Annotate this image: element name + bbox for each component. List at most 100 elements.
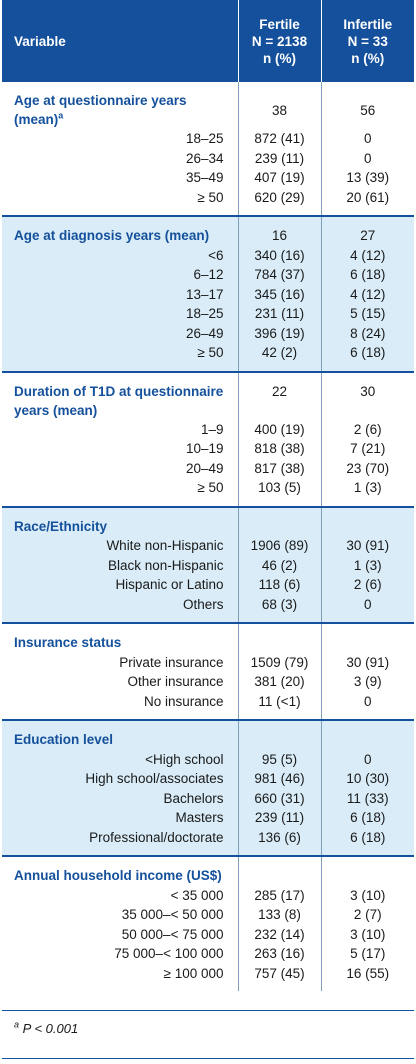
- section-title-text: Education level: [14, 732, 114, 748]
- row-label: Black non-Hispanic: [2, 555, 238, 575]
- row-label: 75 000–< 100 000: [2, 944, 238, 964]
- table-header: Variable Fertile N = 2138 n (%) Infertil…: [2, 0, 414, 82]
- table-row: 75 000–< 100 000 263 (16) 5 (17): [2, 944, 414, 964]
- table-row: Black non-Hispanic 46 (2) 1 (3): [2, 555, 414, 575]
- header-variable: Variable: [2, 0, 238, 82]
- cell-fertile: 400 (19): [237, 419, 321, 439]
- row-label: Hispanic or Latino: [2, 575, 238, 595]
- cell-fertile: 231 (11): [237, 304, 321, 324]
- row-label: 6–12: [2, 265, 238, 285]
- footnote-text: P < 0.001: [22, 1021, 79, 1036]
- section-title-text: Duration of T1D at questionnaire years (…: [14, 383, 224, 418]
- cell-fertile: 46 (2): [237, 555, 321, 575]
- cell-infertile: 0: [320, 594, 414, 623]
- table-row: 26–49 396 (19) 8 (24): [2, 323, 414, 343]
- cell-infertile: 1 (3): [320, 478, 414, 507]
- section-header-row: Age at diagnosis years (mean) 16 27: [2, 215, 414, 246]
- cell-fertile: 757 (45): [237, 963, 321, 991]
- cell-infertile: 23 (70): [320, 458, 414, 478]
- table-row: Others 68 (3) 0: [2, 594, 414, 623]
- footnote-rule-bottom: [2, 1058, 414, 1059]
- header-infertile-n: N = 33: [347, 33, 388, 49]
- header-fertile-n: N = 2138: [251, 33, 308, 49]
- section-group: Education level <High school 95 (5) 0 High s…: [2, 719, 414, 856]
- table-row: 10–19 818 (38) 7 (21): [2, 439, 414, 459]
- table-row: No insurance 11 (<1) 0: [2, 691, 414, 720]
- row-label: Private insurance: [2, 652, 238, 672]
- row-label: ≥ 50: [2, 343, 238, 372]
- cell-fertile: 340 (16): [237, 245, 321, 265]
- table-row: 13–17 345 (16) 4 (12): [2, 284, 414, 304]
- cell-infertile: 6 (18): [320, 827, 414, 856]
- table-row: Bachelors 660 (31) 11 (33): [2, 788, 414, 808]
- cell-infertile: 6 (18): [320, 265, 414, 285]
- cell-fertile: 345 (16): [237, 284, 321, 304]
- header-fertile-title: Fertile: [259, 16, 300, 32]
- section-mean-infertile: [320, 855, 414, 886]
- section-header-row: Insurance status: [2, 622, 414, 653]
- cell-fertile: 660 (31): [237, 788, 321, 808]
- section-title-text: Age at diagnosis years (mean): [14, 228, 210, 244]
- row-label: 50 000–< 75 000: [2, 924, 238, 944]
- section-mean-fertile: 16: [237, 215, 321, 246]
- section-header-row: Annual household income (US$): [2, 855, 414, 886]
- cell-infertile: 6 (18): [320, 808, 414, 828]
- section-mean-fertile: 38: [237, 82, 321, 129]
- table-row: 6–12 784 (37) 6 (18): [2, 265, 414, 285]
- cell-fertile: 42 (2): [237, 343, 321, 372]
- row-label: High school/associates: [2, 769, 238, 789]
- cell-infertile: 3 (10): [320, 924, 414, 944]
- section-mean-fertile: [237, 505, 321, 536]
- cell-infertile: 0: [320, 129, 414, 149]
- cell-fertile: 136 (6): [237, 827, 321, 856]
- row-label: 20–49: [2, 458, 238, 478]
- table-row: ≥ 50 620 (29) 20 (61): [2, 187, 414, 216]
- section-mean-fertile: [237, 855, 321, 886]
- section-mean-fertile: 22: [237, 370, 321, 420]
- section-title: Age at diagnosis years (mean): [2, 215, 238, 246]
- section-mean-infertile: [320, 505, 414, 536]
- row-label: < 35 000: [2, 885, 238, 905]
- table-row: 20–49 817 (38) 23 (70): [2, 458, 414, 478]
- row-label: 26–49: [2, 323, 238, 343]
- table-row: Masters 239 (11) 6 (18): [2, 808, 414, 828]
- section-title: Age at questionnaire years (mean)a: [2, 82, 238, 129]
- row-label: No insurance: [2, 691, 238, 720]
- cell-infertile: 5 (17): [320, 944, 414, 964]
- table-row: High school/associates 981 (46) 10 (30): [2, 769, 414, 789]
- footnote-marker: a: [14, 1019, 20, 1030]
- cell-infertile: 8 (24): [320, 323, 414, 343]
- header-infertile-unit: n (%): [351, 50, 385, 66]
- section-mean-infertile: [320, 622, 414, 653]
- cell-fertile: 133 (8): [237, 905, 321, 925]
- section-group: Insurance status Private insurance 1509 (7…: [2, 622, 414, 720]
- cell-infertile: 30 (91): [320, 536, 414, 556]
- row-label: Others: [2, 594, 238, 623]
- cell-fertile: 232 (14): [237, 924, 321, 944]
- cell-infertile: 6 (18): [320, 343, 414, 372]
- row-label: Professional/doctorate: [2, 827, 238, 856]
- cell-fertile: 407 (19): [237, 168, 321, 188]
- data-table: Variable Fertile N = 2138 n (%) Infertil…: [2, 0, 414, 82]
- section-mean-fertile: [237, 719, 321, 750]
- cell-fertile: 396 (19): [237, 323, 321, 343]
- table-row: <High school 95 (5) 0: [2, 749, 414, 769]
- table-row: 35–49 407 (19) 13 (39): [2, 168, 414, 188]
- row-label: 18–25: [2, 129, 238, 149]
- cell-fertile: 263 (16): [237, 944, 321, 964]
- row-label: 13–17: [2, 284, 238, 304]
- cell-infertile: 2 (6): [320, 575, 414, 595]
- row-label: Masters: [2, 808, 238, 828]
- section-title-text: Age at questionnaire years (mean): [14, 93, 187, 127]
- row-label: 35–49: [2, 168, 238, 188]
- section-mean-infertile: [320, 719, 414, 750]
- section-mean-infertile: 27: [320, 215, 414, 246]
- cell-fertile: 68 (3): [237, 594, 321, 623]
- table-row: ≥ 50 103 (5) 1 (3): [2, 478, 414, 507]
- header-fertile-unit: n (%): [263, 50, 296, 66]
- section-header-row: Age at questionnaire years (mean)a 38 56: [2, 82, 414, 129]
- cell-infertile: 11 (33): [320, 788, 414, 808]
- table-row: White non-Hispanic 1906 (89) 30 (91): [2, 536, 414, 556]
- table-row: 1–9 400 (19) 2 (6): [2, 419, 414, 439]
- table-row: ≥ 50 42 (2) 6 (18): [2, 343, 414, 372]
